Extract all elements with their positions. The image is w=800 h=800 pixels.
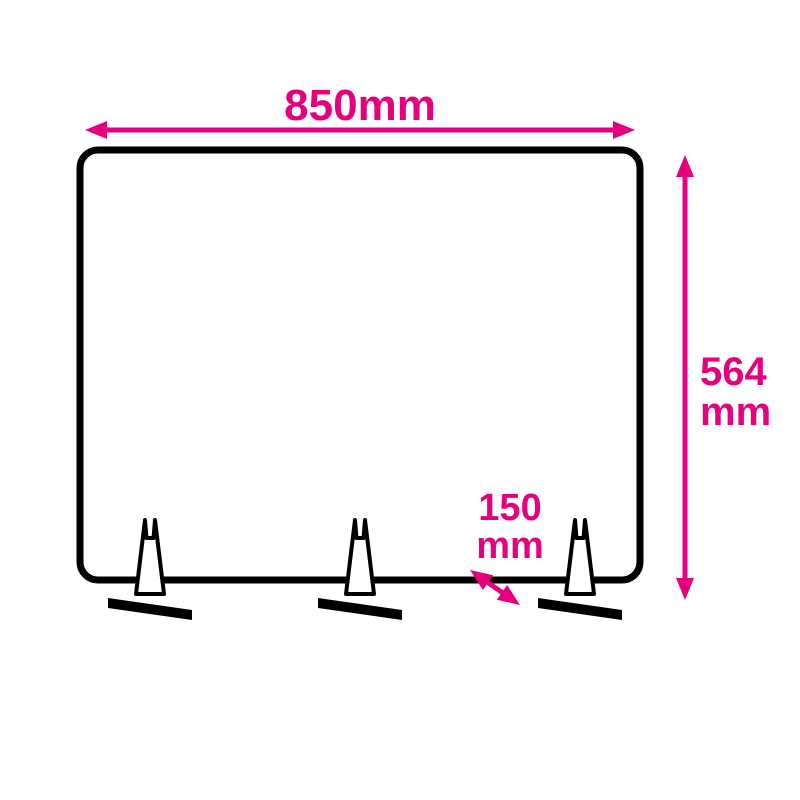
dimension-height-label: 564mm [700,350,771,434]
dimension-width-label: 850mm [284,81,436,130]
feet-group [108,520,622,620]
screen-panel [80,150,640,580]
foot [318,520,402,620]
dimension-depth-label: 150mm [476,487,544,567]
foot [538,520,622,620]
foot [108,520,192,620]
dimension-width: 850mm [284,81,436,130]
dimension-height: 564mm [700,350,771,434]
dimension-depth: 150mm [476,487,544,567]
